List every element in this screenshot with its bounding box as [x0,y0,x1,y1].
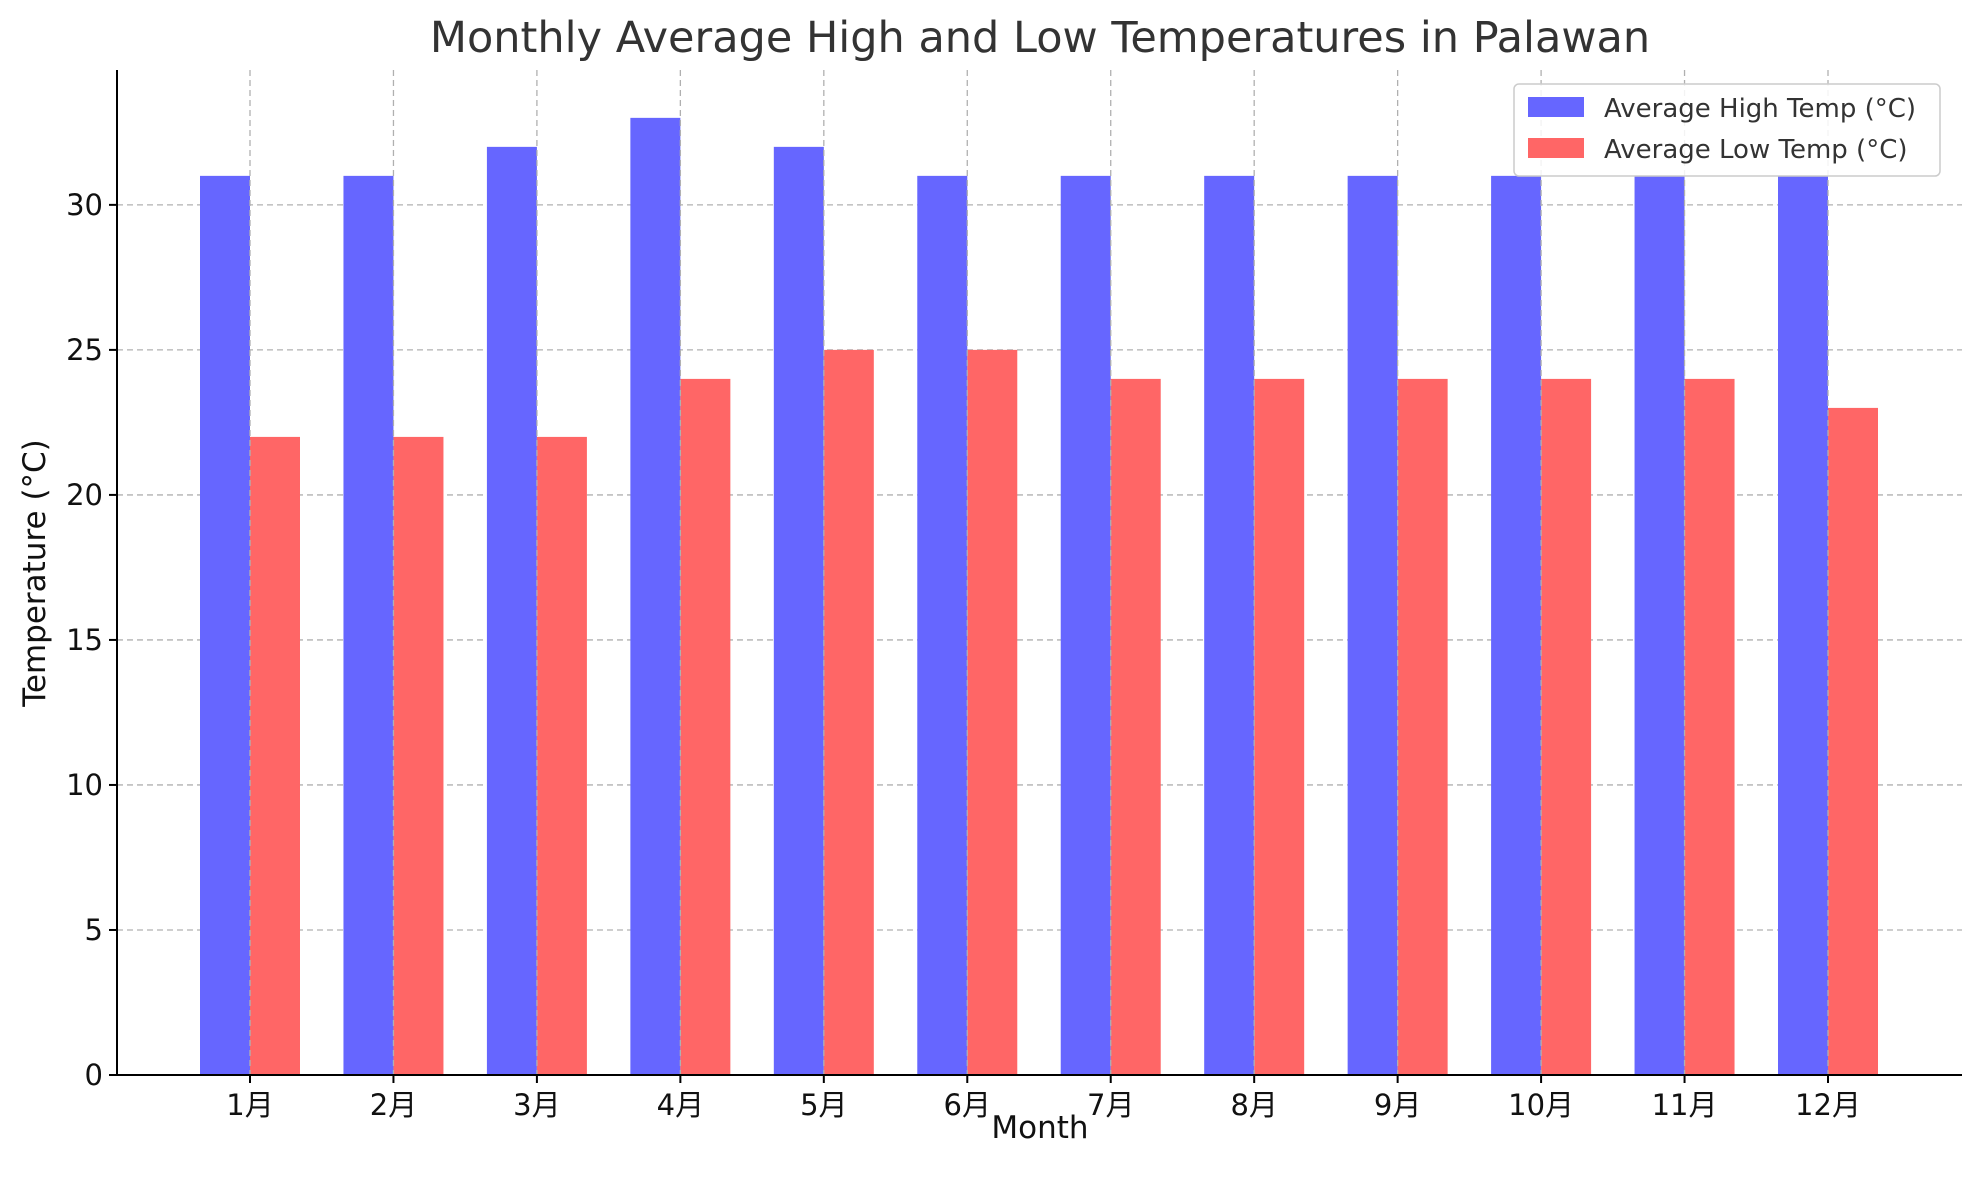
bar-high-11月 [1634,175,1685,1076]
legend-swatch-high [1528,97,1584,117]
bar-low-8月 [1254,378,1305,1075]
bar-high-6月 [917,175,968,1076]
bar-high-7月 [1060,175,1111,1076]
bar-low-7月 [1110,378,1161,1075]
x-tick-label: 6月 [944,1088,991,1122]
x-tick-label: 4月 [657,1088,704,1122]
bar-high-8月 [1204,175,1255,1076]
y-axis-title: Temperature (°C) [17,439,53,708]
bar-high-2月 [343,175,394,1076]
legend-label-high: Average High Temp (°C) [1604,94,1916,124]
x-tick-label: 1月 [226,1088,273,1122]
grid-lines [117,204,1962,931]
x-tick-label: 3月 [513,1088,560,1122]
x-tick-label: 11月 [1652,1088,1718,1122]
bar-low-10月 [1541,378,1592,1075]
bar-low-6月 [967,349,1018,1075]
axes [116,70,1962,1076]
y-tick-label: 15 [66,623,103,657]
x-tick-label: 10月 [1508,1088,1574,1122]
bar-high-10月 [1491,175,1542,1076]
bars [200,70,1878,1076]
bar-low-2月 [393,436,444,1075]
bar-high-9月 [1347,175,1398,1076]
bar-low-1月 [250,436,300,1075]
legend-label-low: Average Low Temp (°C) [1604,135,1908,165]
chart-title: Monthly Average High and Low Temperature… [430,13,1650,63]
bar-low-5月 [823,349,874,1075]
bar-high-5月 [773,146,824,1076]
x-tick-label: 7月 [1087,1088,1134,1122]
legend-box [1513,83,1941,177]
y-tick-label: 0 [85,1058,103,1092]
y-tick-label: 30 [66,188,103,222]
legend: Average High Temp (°C) Average Low Temp … [1513,83,1941,177]
y-tick-label: 5 [85,913,103,947]
y-tick-label: 20 [66,478,103,512]
bar-high-3月 [486,146,537,1076]
bar-low-9月 [1397,378,1448,1075]
bar-high-12月 [1778,175,1828,1076]
x-tick-label: 2月 [370,1088,417,1122]
x-tick-label: 9月 [1374,1088,1421,1122]
y-tick-label: 25 [66,333,103,367]
bar-low-3月 [536,436,587,1075]
ticks: 0 5 10 15 20 25 30 1月 2月 3月 4月 5月 6月 7月 8月 9月 10月 11月 12月 [66,188,1861,1122]
bar-low-12月 [1828,407,1878,1076]
x-tick-label: 8月 [1230,1088,1277,1122]
bar-high-4月 [630,117,681,1076]
x-tick-label: 12月 [1795,1088,1861,1122]
legend-swatch-low [1528,138,1584,158]
bar-low-4月 [680,378,731,1075]
x-axis-title: Month [991,1110,1088,1146]
x-tick-label: 5月 [800,1088,847,1122]
y-tick-label: 10 [66,768,103,802]
bar-low-11月 [1684,378,1735,1075]
bar-high-1月 [200,175,250,1076]
